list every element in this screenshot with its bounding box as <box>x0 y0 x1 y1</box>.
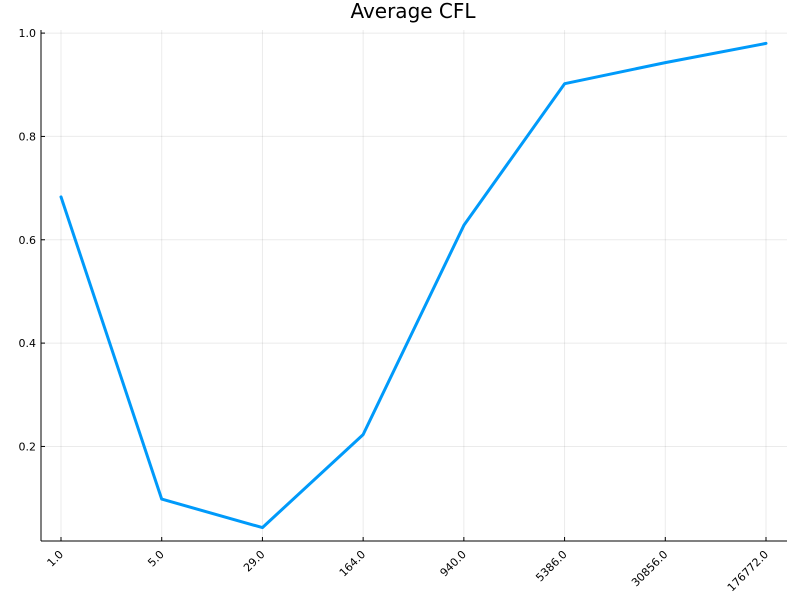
chart-title: Average CFL <box>350 0 476 23</box>
x-tick-label: 5.0 <box>145 548 167 570</box>
x-tick-label: 30856.0 <box>629 548 670 589</box>
y-tick-label: 0.8 <box>19 130 37 143</box>
grid <box>41 30 787 541</box>
x-tick-label: 29.0 <box>241 548 268 575</box>
ticks: 1.0 5.0 29.0 164.0 940.0 5386.0 30856.0 176772.… <box>19 27 772 594</box>
x-tick-label: 5386.0 <box>533 548 569 584</box>
axes <box>40 30 787 542</box>
x-tick-label: 176772.0 <box>725 548 771 594</box>
x-tick-label: 940.0 <box>438 548 469 579</box>
series <box>59 41 768 530</box>
y-tick-label: 0.6 <box>19 234 37 247</box>
x-tick-label: 164.0 <box>337 548 368 579</box>
y-tick-label: 1.0 <box>19 27 37 40</box>
y-tick-label: 0.4 <box>19 337 37 350</box>
series-line <box>59 41 768 530</box>
x-tick-label: 1.0 <box>45 548 67 570</box>
y-tick-label: 0.2 <box>19 440 37 453</box>
